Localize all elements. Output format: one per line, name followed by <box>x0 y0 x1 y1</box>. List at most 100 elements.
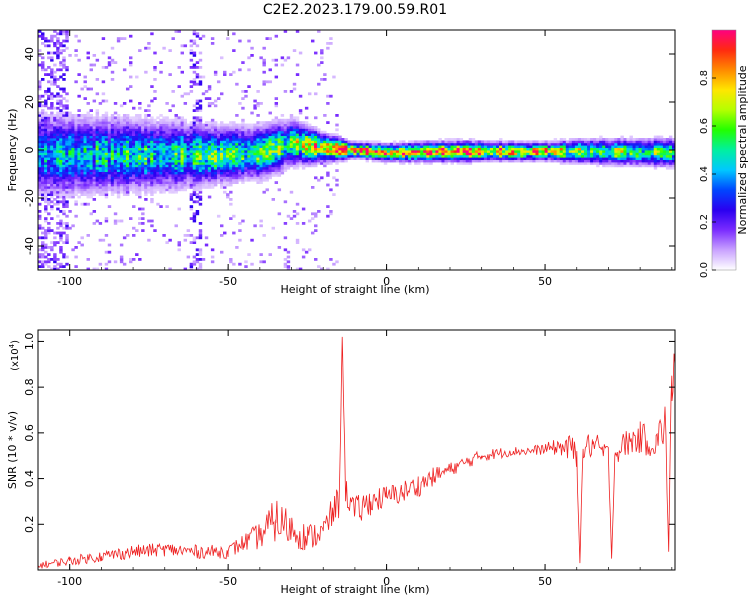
heatmap-cell <box>220 183 224 187</box>
heatmap-cell <box>50 181 54 184</box>
heatmap-cell <box>62 150 66 153</box>
heatmap-cell <box>116 219 121 223</box>
heatmap-cell <box>544 140 548 144</box>
heatmap-cell <box>653 147 658 151</box>
heatmap-cell <box>420 147 424 151</box>
heatmap-cell <box>247 142 251 146</box>
heatmap-cell <box>311 130 315 134</box>
heatmap-cell <box>311 157 315 160</box>
heatmap-cell <box>198 265 203 268</box>
heatmap-cell <box>41 171 45 175</box>
heatmap-cell <box>593 147 597 151</box>
heatmap-cell <box>229 147 233 151</box>
heatmap-cell <box>508 150 512 153</box>
heatmap-cell <box>307 140 312 144</box>
heatmap-cell <box>471 159 476 163</box>
heatmap-cell <box>192 70 197 74</box>
heatmap-cell <box>216 133 221 136</box>
heatmap-cell <box>216 154 221 158</box>
heatmap-cell <box>553 157 558 160</box>
heatmap-cell <box>186 171 191 175</box>
heatmap-cell <box>229 128 233 132</box>
heatmap-cell <box>644 162 649 165</box>
heatmap-cell <box>444 162 448 165</box>
heatmap-cell <box>65 46 69 50</box>
heatmap-cell <box>192 217 197 220</box>
heatmap-cell <box>207 130 212 134</box>
heatmap-cell <box>62 114 66 117</box>
heatmap-cell <box>414 157 418 160</box>
heatmap-cell <box>584 162 588 165</box>
heatmap-cell <box>44 123 48 127</box>
heatmap-cell <box>580 147 585 151</box>
heatmap-cell <box>559 150 564 153</box>
heatmap-cell <box>62 186 66 189</box>
heatmap-cell <box>244 138 248 141</box>
heatmap-cell <box>314 126 318 129</box>
heatmap-cell <box>502 152 506 156</box>
heatmap-cell <box>174 186 178 189</box>
heatmap-cell <box>511 140 515 144</box>
heatmap-cell <box>292 138 297 141</box>
heatmap-cell <box>50 166 54 170</box>
heatmap-cell <box>132 164 136 168</box>
heatmap-cell <box>89 150 93 153</box>
heatmap-cell <box>314 92 318 96</box>
heatmap-cell <box>53 190 57 194</box>
heatmap-cell <box>650 150 655 153</box>
heatmap-cell <box>408 145 412 148</box>
heatmap-cell <box>307 154 312 158</box>
heatmap-cell <box>50 205 54 208</box>
heatmap-cell <box>50 195 54 199</box>
heatmap-cell <box>62 253 66 256</box>
heatmap-cell <box>314 116 318 120</box>
heatmap-cell <box>568 138 573 141</box>
heatmap-cell <box>62 111 66 115</box>
heatmap-cell <box>65 226 69 230</box>
heatmap-cell <box>462 157 467 160</box>
heatmap-cell <box>580 150 585 153</box>
snr-axis-ticks: -100 -50 0 500.20.40.60.81.0 <box>23 330 675 588</box>
heatmap-cell <box>198 138 203 141</box>
heatmap-cell <box>95 126 100 129</box>
heatmap-cell <box>132 183 136 187</box>
heatmap-cell <box>98 147 103 151</box>
heatmap-cell <box>125 87 130 91</box>
heatmap-cell <box>95 121 100 124</box>
heatmap-cell <box>59 246 63 249</box>
heatmap-cell <box>320 56 324 60</box>
heatmap-cell <box>274 159 279 163</box>
heatmap-cell <box>44 164 48 168</box>
heatmap-cell <box>329 142 333 146</box>
heatmap-cell <box>171 118 175 122</box>
heatmap-cell <box>41 140 45 144</box>
heatmap-cell <box>283 169 288 172</box>
heatmap-cell <box>141 138 145 141</box>
heatmap-cell <box>53 169 57 172</box>
heatmap-cell <box>38 54 42 57</box>
heatmap-cell <box>89 135 93 139</box>
heatmap-cell <box>223 169 227 172</box>
heatmap-cell <box>659 142 664 146</box>
heatmap-cell <box>277 128 282 132</box>
heatmap-cell <box>122 102 127 105</box>
heatmap-cell <box>301 121 306 124</box>
heatmap-cell <box>523 145 527 148</box>
heatmap-cell <box>201 176 206 180</box>
heatmap-cell <box>335 142 339 146</box>
heatmap-cell <box>283 126 288 129</box>
heatmap-cell <box>68 111 72 115</box>
heatmap-cell <box>180 188 184 192</box>
heatmap-cell <box>280 114 285 117</box>
heatmap-cell <box>550 142 555 146</box>
heatmap-cell <box>168 150 172 153</box>
heatmap-cell <box>71 142 75 146</box>
heatmap-cell <box>50 171 54 175</box>
heatmap-cell <box>41 243 45 247</box>
heatmap-cell <box>201 128 206 132</box>
heatmap-cell <box>662 164 667 168</box>
heatmap-cell <box>268 152 272 156</box>
heatmap-cell <box>195 123 200 127</box>
heatmap-cell <box>444 152 448 156</box>
heatmap-cell <box>626 159 630 163</box>
